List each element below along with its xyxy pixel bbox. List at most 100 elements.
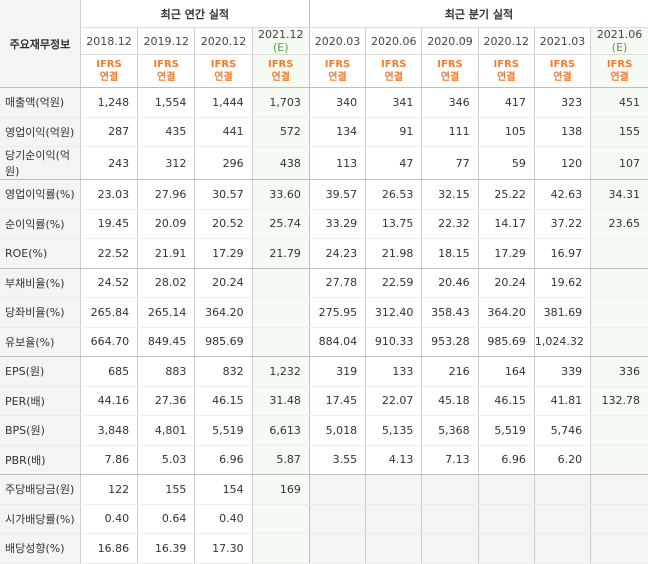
row-label: BPS(원): [0, 415, 81, 446]
quarter-value: [590, 504, 648, 534]
row-label: 주당배당금(원): [0, 474, 81, 505]
row-label: PBR(배): [0, 445, 81, 475]
quarter-value: 358.43: [421, 297, 479, 328]
annual-period: 2019.12: [137, 27, 195, 55]
table-row: PBR(배) 7.86 5.03 6.96 5.87 3.55 4.13 7.13 6.96 6.…: [0, 445, 648, 475]
quarter-value: 39.57: [308, 179, 366, 210]
annual-value: 435: [137, 117, 195, 147]
quarter-value: [533, 474, 591, 505]
annual-value: 6,613: [251, 415, 310, 446]
row-label: 시가배당률(%): [0, 504, 81, 534]
table-row: 당좌비율(%) 265.84 265.14 364.20 275.95 312.40 358…: [0, 297, 648, 328]
row-label: 부채비율(%): [0, 268, 81, 298]
quarter-value: 216: [421, 356, 479, 387]
quarter-value: 105: [477, 117, 535, 147]
annual-value: 122: [80, 474, 138, 505]
quarter-value: [421, 474, 479, 505]
annual-value: 832: [194, 356, 253, 387]
quarter-value: 27.78: [308, 268, 366, 298]
annual-value: 17.29: [194, 238, 253, 269]
annual-value: 6.96: [194, 445, 253, 475]
quarter-value: 37.22: [533, 209, 591, 239]
quarter-value: 364.20: [477, 297, 535, 328]
quarter-value: 22.07: [365, 386, 422, 416]
annual-value: 23.03: [80, 179, 138, 210]
annual-value: 265.14: [137, 297, 195, 328]
annual-value: [251, 504, 310, 534]
quarter-value: 26.53: [365, 179, 422, 210]
quarter-value: 4.13: [365, 445, 422, 475]
annual-value: 287: [80, 117, 138, 147]
annual-value: 169: [251, 474, 310, 505]
quarter-value: 32.15: [421, 179, 479, 210]
quarter-value: [308, 474, 366, 505]
annual-value: 0.40: [80, 504, 138, 534]
table-row: 영업이익(억원) 287 435 441 572 134 91 111 105 138 155: [0, 117, 648, 147]
annual-value: 30.57: [194, 179, 253, 210]
quarter-value: 6.20: [533, 445, 591, 475]
row-label: PER(배): [0, 386, 81, 416]
row-label: 당좌비율(%): [0, 297, 81, 328]
quarter-value: 107: [590, 146, 648, 180]
quarter-value: 884.04: [308, 327, 366, 357]
quarter-value: 312.40: [365, 297, 422, 328]
annual-value: 985.69: [194, 327, 253, 357]
quarter-value: 133: [365, 356, 422, 387]
quarter-value: 33.29: [308, 209, 366, 239]
quarter-value: 77: [421, 146, 479, 180]
quarter-value: [308, 504, 366, 534]
quarter-value: 910.33: [365, 327, 422, 357]
corner-label: 주요재무정보: [0, 0, 81, 88]
ifrs-badge: IFRS 연결: [590, 54, 648, 88]
quarter-value: 111: [421, 117, 479, 147]
quarter-value: 155: [590, 117, 648, 147]
annual-value: [251, 327, 310, 357]
annual-value: 883: [137, 356, 195, 387]
table-row: 배당성향(%) 16.86 16.39 17.30: [0, 533, 648, 564]
annual-value: [251, 268, 310, 298]
quarter-value: [365, 504, 422, 534]
annual-value: 33.60: [251, 179, 310, 210]
table-row: BPS(원) 3,848 4,801 5,519 6,613 5,018 5,135 5,36…: [0, 415, 648, 446]
quarter-value: 5,746: [533, 415, 591, 446]
annual-value: 27.96: [137, 179, 195, 210]
annual-value: 265.84: [80, 297, 138, 328]
quarter-period: 2020.06: [365, 27, 422, 55]
quarter-value: [477, 474, 535, 505]
quarter-value: 323: [533, 87, 591, 118]
quarter-value: 120: [533, 146, 591, 180]
quarter-value: 346: [421, 87, 479, 118]
quarter-period: 2020.03: [308, 27, 366, 55]
annual-value: 155: [137, 474, 195, 505]
table-row: 부채비율(%) 24.52 28.02 20.24 27.78 22.59 20.46 20.…: [0, 268, 648, 298]
table-row: 당기순이익(억원) 243 312 296 438 113 47 77 59 120 107: [0, 146, 648, 180]
annual-value: 27.36: [137, 386, 195, 416]
annual-value: 154: [194, 474, 253, 505]
quarter-value: 20.46: [421, 268, 479, 298]
quarter-value: [590, 445, 648, 475]
quarter-value: 341: [365, 87, 422, 118]
row-label: 순이익률(%): [0, 209, 81, 239]
row-label: 영업이익(억원): [0, 117, 81, 147]
annual-value: 3,848: [80, 415, 138, 446]
quarter-value: [590, 297, 648, 328]
annual-value: 21.91: [137, 238, 195, 269]
quarter-value: 319: [308, 356, 366, 387]
quarter-value: 985.69: [477, 327, 535, 357]
annual-value: 1,248: [80, 87, 138, 118]
annual-value: 19.45: [80, 209, 138, 239]
annual-period: 2020.12: [194, 27, 253, 55]
annual-value: 1,703: [251, 87, 310, 118]
annual-value: 1,554: [137, 87, 195, 118]
quarter-value: [533, 504, 591, 534]
annual-value: 441: [194, 117, 253, 147]
quarter-value: [477, 504, 535, 534]
row-label: 당기순이익(억원): [0, 146, 81, 180]
annual-value: 364.20: [194, 297, 253, 328]
row-label: EPS(원): [0, 356, 81, 387]
annual-value: 22.52: [80, 238, 138, 269]
annual-value: 24.52: [80, 268, 138, 298]
estimate-mark: (E): [611, 41, 628, 54]
quarter-value: 23.65: [590, 209, 648, 239]
